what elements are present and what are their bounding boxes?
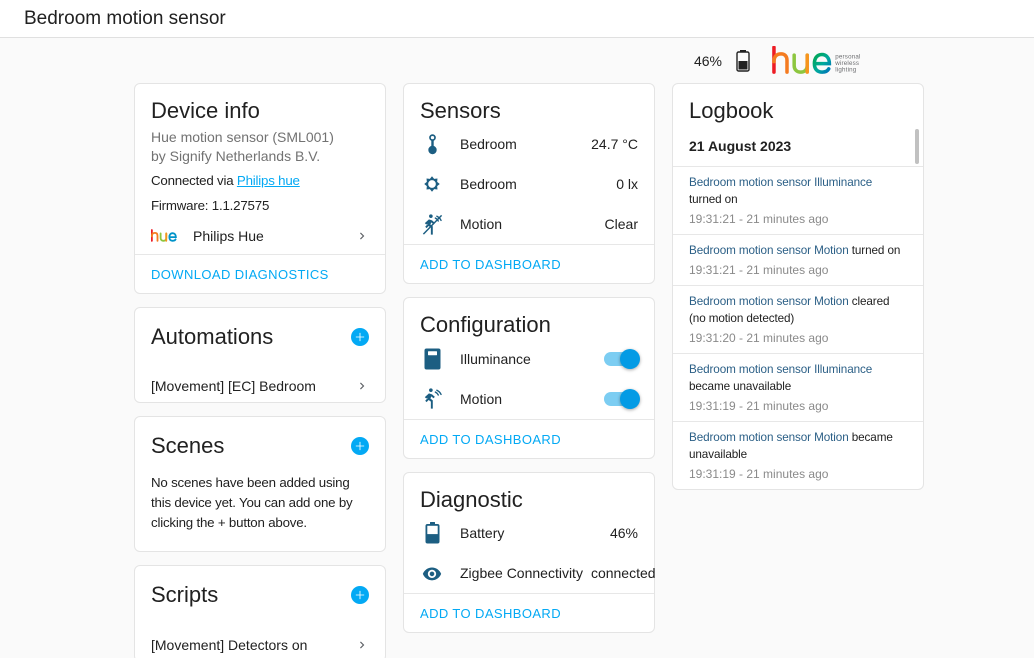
- svg-text:lighting: lighting: [835, 66, 857, 73]
